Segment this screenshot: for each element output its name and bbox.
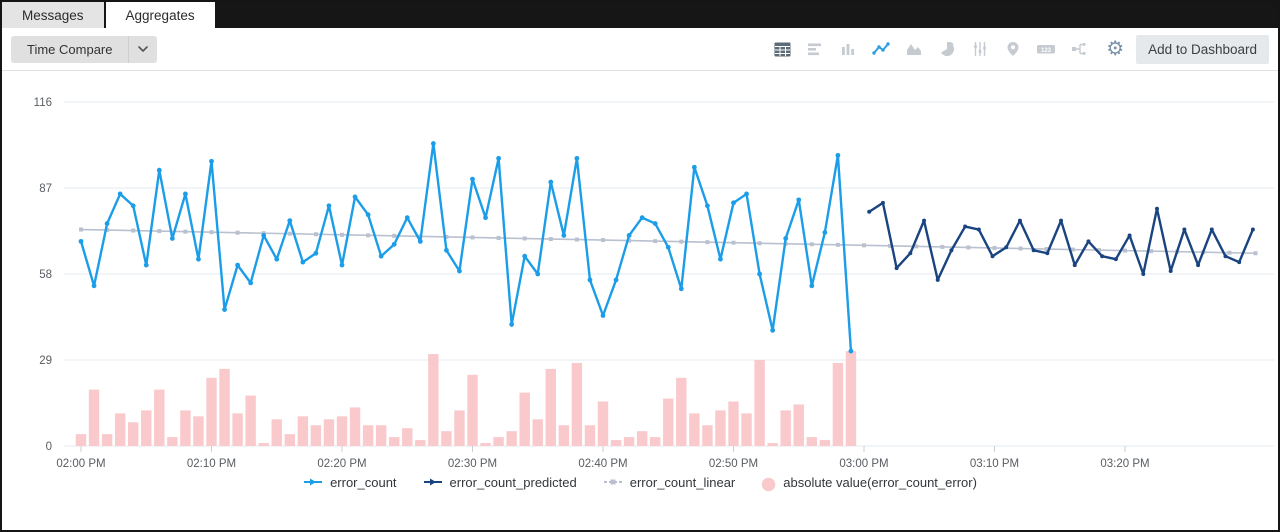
area-chart-icon [907, 44, 922, 55]
tab-aggregates[interactable]: Aggregates [105, 2, 215, 28]
chart-toolbar: Time Compare [2, 28, 1278, 71]
settings-gear-button[interactable]: ⚙ [1106, 39, 1124, 59]
pie-chart-icon [941, 41, 955, 56]
time-compare-button[interactable]: Time Compare [11, 35, 158, 63]
legend-item-error-count-linear[interactable]: error_count_linear [603, 475, 736, 491]
series-error-count-predicted[interactable] [867, 200, 1255, 282]
svg-text:02:40 PM: 02:40 PM [578, 458, 627, 470]
svg-text:02:10 PM: 02:10 PM [187, 458, 236, 470]
line-chart-button[interactable] [868, 36, 894, 62]
legend-label: absolute value(error_count_error) [783, 475, 977, 490]
aggregates-chart: 0 29 58 87 116 02:00 PM 02:10 PM 02:20 PM 02:30 … [2, 71, 1280, 530]
area-chart-button[interactable] [901, 36, 927, 62]
svg-text:02:00 PM: 02:00 PM [56, 458, 105, 470]
view-table-button[interactable] [769, 36, 795, 62]
svg-text:03:00 PM: 03:00 PM [839, 458, 888, 470]
svg-text:29: 29 [39, 355, 52, 367]
tab-messages[interactable]: Messages [2, 2, 104, 28]
legend-label: error_count [330, 475, 397, 490]
chart-legend: error_count error_count_predicted error_… [2, 475, 1278, 492]
series-error-count[interactable] [78, 141, 854, 354]
line-series-marker-icon [304, 478, 323, 486]
svg-text:87: 87 [39, 183, 52, 195]
tab-aggregates-label: Aggregates [125, 7, 195, 23]
tab-messages-label: Messages [22, 7, 84, 23]
sliders-button[interactable] [967, 36, 993, 62]
map-pin-button[interactable] [1000, 36, 1026, 62]
series-error-bars[interactable] [75, 351, 857, 446]
flow-diagram-button[interactable] [1066, 36, 1092, 62]
horizontal-bar-chart-icon [808, 43, 822, 56]
bar-series-marker-icon [761, 477, 776, 492]
legend-label: error_count_linear [629, 475, 736, 490]
svg-text:03:10 PM: 03:10 PM [970, 458, 1019, 470]
svg-text:123: 123 [1041, 48, 1052, 54]
svg-text:116: 116 [34, 97, 52, 109]
tab-bar: Messages Aggregates [2, 2, 1278, 28]
time-compare-dropdown[interactable] [128, 35, 157, 63]
legend-item-error-count[interactable]: error_count [303, 475, 397, 491]
y-gridlines: 0 29 58 87 116 [34, 97, 1274, 453]
trend-series-marker-icon [603, 479, 622, 485]
time-compare-label[interactable]: Time Compare [27, 41, 113, 57]
svg-text:58: 58 [39, 269, 52, 281]
svg-text:03:20 PM: 03:20 PM [1100, 458, 1149, 470]
add-to-dashboard-button[interactable]: Add to Dashboard [1136, 34, 1269, 64]
numeric-display-icon: 123 [1037, 45, 1056, 54]
gear-icon: ⚙ [1106, 38, 1125, 60]
legend-label: error_count_predicted [449, 475, 577, 490]
column-chart-button[interactable] [835, 36, 861, 62]
line-chart-icon [872, 42, 890, 55]
x-axis: 02:00 PM 02:10 PM 02:20 PM 02:30 PM 02:40 PM… [56, 446, 1150, 470]
chart-canvas[interactable]: 0 29 58 87 116 02:00 PM 02:10 PM 02:20 PM 02:30 … [2, 71, 1280, 471]
numeric-display-button[interactable]: 123 [1033, 36, 1059, 62]
flow-diagram-icon [1072, 43, 1086, 55]
legend-item-error-count-error[interactable]: absolute value(error_count_error) [761, 475, 977, 492]
svg-text:02:30 PM: 02:30 PM [448, 458, 497, 470]
svg-text:02:20 PM: 02:20 PM [317, 458, 366, 470]
horizontal-bar-chart-button[interactable] [802, 36, 828, 62]
legend-item-error-count-predicted[interactable]: error_count_predicted [423, 475, 577, 491]
pie-chart-button[interactable] [934, 36, 960, 62]
column-chart-icon [842, 44, 855, 55]
table-icon [774, 42, 791, 56]
chevron-down-icon [138, 46, 149, 52]
map-pin-icon [1007, 42, 1019, 56]
svg-text:0: 0 [46, 441, 52, 453]
line-series-marker-icon [423, 478, 442, 486]
svg-text:02:50 PM: 02:50 PM [709, 458, 758, 470]
sliders-icon [974, 42, 987, 56]
